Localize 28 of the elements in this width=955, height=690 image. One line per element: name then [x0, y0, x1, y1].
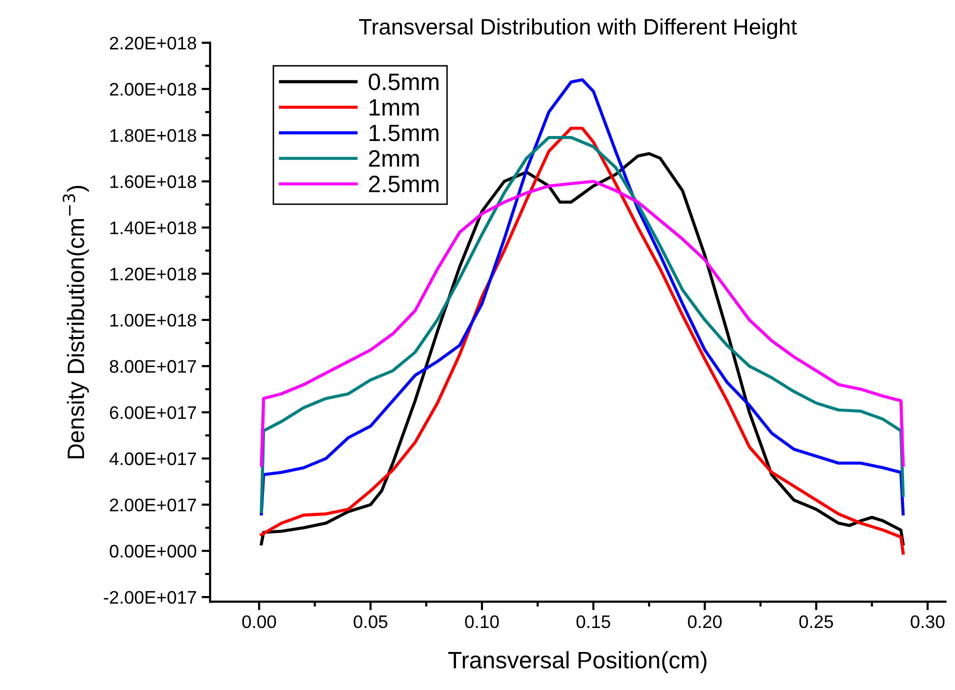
- y-tick-label: 1.60E+018: [110, 175, 196, 188]
- y-tick-label: 1.40E+018: [110, 221, 196, 234]
- legend-label: 2mm: [369, 150, 419, 167]
- y-tick-label: 2.00E+018: [110, 82, 196, 96]
- y-tick-label: 2.00E+017: [110, 498, 196, 512]
- y-axis-title: Density Distribution(cm$^{−3}$): [62, 186, 89, 458]
- y-tick-label: 1.20E+018: [110, 268, 196, 280]
- y-tick-label: 0.00E+000: [110, 544, 196, 558]
- y-tick-label: 8.00E+017: [110, 360, 196, 373]
- x-axis-title: Transversal Position(cm): [448, 651, 706, 674]
- y-tick-label: 6.00E+017: [110, 406, 196, 420]
- legend-label: 2.5mm: [369, 176, 438, 192]
- y-tick-label: 1.80E+018: [110, 129, 196, 142]
- legend-label: 0.5mm: [368, 73, 438, 90]
- chart-title: Transversal Distribution with Different Height: [359, 18, 797, 40]
- x-tick-label: 0.10: [465, 615, 499, 628]
- y-tick-label: 2.20E+018: [110, 36, 196, 50]
- y-tick-label: 1.00E+018: [110, 314, 196, 327]
- legend-label: 1.5mm: [370, 124, 438, 142]
- x-tick-label: 0.05: [354, 615, 388, 628]
- y-tick-label: -2.00E+017: [104, 590, 196, 604]
- x-tick-label: 0.20: [688, 615, 722, 628]
- x-tick-label: 0.25: [799, 615, 834, 628]
- y-tick-label: 4.00E+017: [109, 452, 196, 466]
- x-tick-label: 0.30: [910, 615, 944, 628]
- x-tick-label: 0.00: [242, 615, 276, 628]
- x-tick-label: 0.15: [576, 615, 610, 628]
- legend-label: 1mm: [370, 99, 419, 116]
